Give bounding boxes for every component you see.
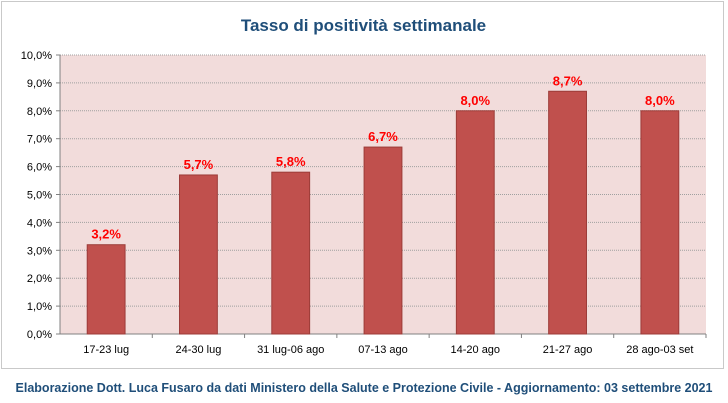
chart-frame: Tasso di positività settimanale 0,0% 1,0%… [1,1,724,369]
x-tick-label: 31 lug-06 ago [257,344,324,356]
data-label: 5,7% [184,157,214,172]
bar [271,171,311,335]
bar [86,244,126,335]
y-tick-label: 2,0% [27,273,52,285]
y-tick-label: 3,0% [27,245,52,257]
y-tick-label: 7,0% [27,134,52,146]
x-tick-label: 17-23 lug [83,344,129,356]
y-tick-label: 4,0% [27,217,52,229]
bar [179,174,218,335]
data-label: 8,0% [460,93,490,108]
x-tick-label: 28 ago-03 set [626,344,693,356]
bar [455,110,495,335]
bar [548,90,587,335]
y-tick-label: 10,0% [21,50,52,62]
data-label: 8,0% [645,93,675,108]
x-tick-label: 07-13 ago [358,344,408,356]
y-tick-label: 8,0% [27,106,52,118]
bar [363,146,403,335]
bar [640,110,680,335]
y-tick-label: 5,0% [27,190,52,202]
y-tick-label: 6,0% [27,162,52,174]
data-label: 6,7% [368,129,398,144]
x-tick-label: 21-27 ago [543,344,593,356]
bar-chart: 0,0% 1,0% 2,0% 3,0% 4,0% 5,0% 6,0% 7,0% 8,0% 9,0%… [21,50,707,356]
data-label: 5,8% [276,154,306,169]
chart-title: Tasso di positività settimanale [240,16,487,35]
data-label: 8,7% [553,73,583,88]
x-tick-label: 24-30 lug [175,344,221,356]
y-tick-label: 0,0% [27,329,52,341]
y-tick-label: 9,0% [27,78,52,90]
data-label: 3,2% [91,227,121,242]
footer-caption: Elaborazione Dott. Luca Fusaro da dati M… [15,381,713,395]
y-tick-label: 1,0% [27,301,52,313]
x-tick-label: 14-20 ago [451,344,501,356]
